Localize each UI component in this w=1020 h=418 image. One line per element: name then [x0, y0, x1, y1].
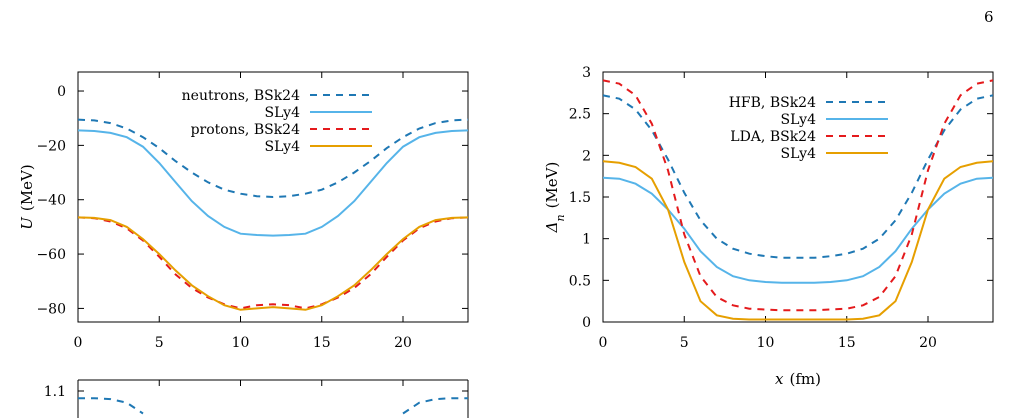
panel-pairing-gap-chart: 0 5 10 15 20 0 0.5 1 1.5 2 2.5 3 Δn(MeV) x (fm) HFB, BS… — [543, 65, 994, 388]
series-line-2 — [603, 79, 993, 312]
page-number: 6 — [984, 8, 994, 26]
series-line-0 — [603, 94, 993, 259]
y-tick-label: 1 — [582, 232, 591, 248]
legend-label-0: HFB, BSk24 — [729, 95, 816, 111]
y-tick-label: 0 — [582, 315, 591, 331]
series-line-0-part-1 — [402, 397, 468, 415]
series-line-0 — [78, 118, 468, 199]
series-line-1 — [603, 176, 993, 284]
legend-label-2: LDA, BSk24 — [730, 129, 816, 145]
x-tick-label: 0 — [74, 335, 83, 351]
series-line-3 — [603, 160, 993, 321]
y-axis-label: Δn(MeV) — [543, 162, 567, 234]
y-tick-label: −80 — [36, 301, 66, 317]
x-tick-label: 5 — [680, 335, 689, 351]
y-tick-label: −60 — [36, 247, 66, 263]
series-line-2 — [78, 216, 468, 310]
y-tick-label: 2.5 — [569, 107, 591, 123]
y-tick-label: 3 — [582, 65, 591, 81]
legend-label-3: SLy4 — [781, 146, 817, 162]
x-tick-label: 10 — [232, 335, 250, 351]
x-tick-label: 15 — [838, 335, 856, 351]
x-tick-label: 0 — [599, 335, 608, 351]
legend-label-3: SLy4 — [265, 139, 301, 155]
legend-label-0: neutrons, BSk24 — [182, 88, 300, 104]
plot-frame — [77, 71, 469, 323]
legend-label-1: SLy4 — [781, 112, 817, 128]
legend-label-2: protons, BSk24 — [191, 122, 301, 138]
y-tick-label: −40 — [36, 193, 66, 209]
y-tick-label: 2 — [582, 148, 591, 164]
series-line-1 — [78, 129, 468, 237]
y-tick-label: −20 — [36, 138, 66, 154]
x-tick-label: 20 — [394, 335, 412, 351]
legend-label-1: SLy4 — [265, 105, 301, 121]
x-tick-label: 10 — [757, 335, 775, 351]
y-tick-label: 1.5 — [569, 190, 591, 206]
y-tick-label: 0.5 — [569, 273, 591, 289]
y-tick-label: 0 — [57, 84, 66, 100]
y-tick-label: 1.1 — [44, 384, 66, 400]
x-tick-label: 5 — [155, 335, 164, 351]
series-line-0-part-0 — [78, 397, 144, 415]
x-tick-label: 20 — [919, 335, 937, 351]
x-axis-label: x (fm) — [775, 370, 821, 388]
series-line-3 — [78, 216, 468, 311]
panel-potential-chart: 0 5 10 15 20 0 −20 −40 −60 −80 U(MeV) neutrons, BSk… — [18, 71, 469, 351]
x-tick-label: 15 — [313, 335, 331, 351]
panel-lower-chart: 1.1 — [44, 379, 469, 418]
y-axis-label: U(MeV) — [18, 164, 36, 229]
